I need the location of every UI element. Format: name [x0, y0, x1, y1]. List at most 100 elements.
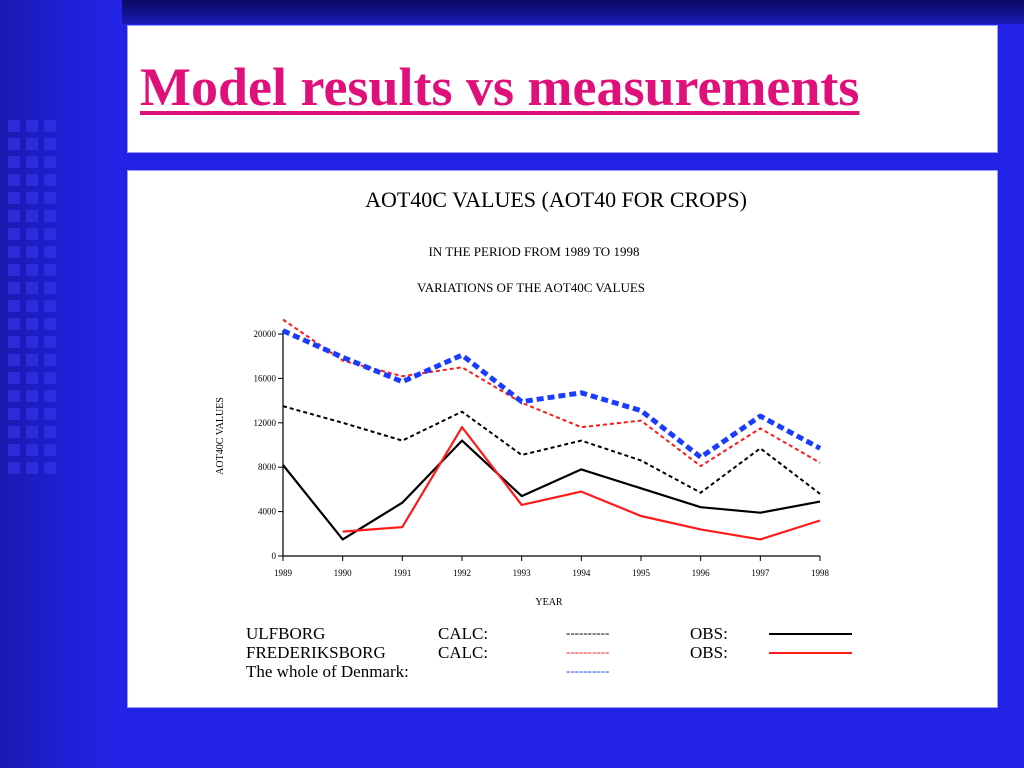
decorative-square	[8, 246, 20, 258]
x-tick-label: 1991	[393, 568, 411, 578]
decorative-square	[26, 408, 38, 420]
decorative-square-row	[8, 138, 68, 150]
decorative-square-row	[8, 120, 68, 132]
decorative-square	[44, 246, 56, 258]
decorative-square	[26, 390, 38, 402]
decorative-square	[8, 372, 20, 384]
legend-frederiksborg-calc-line: ----------	[566, 644, 609, 659]
decorative-square	[8, 120, 20, 132]
decorative-square-row	[8, 426, 68, 438]
decorative-square	[26, 462, 38, 474]
y-tick-label: 12000	[254, 418, 277, 428]
x-tick-label: 1998	[811, 568, 830, 578]
y-tick-label: 16000	[254, 373, 277, 383]
legend-ulfborg-calc-line: ----------	[566, 625, 609, 640]
x-tick-label: 1990	[334, 568, 353, 578]
decorative-square	[44, 210, 56, 222]
decorative-square	[44, 444, 56, 456]
decorative-square-row	[8, 246, 68, 258]
x-tick-label: 1994	[572, 568, 591, 578]
decorative-square	[44, 156, 56, 168]
decorative-square	[8, 264, 20, 276]
decorative-square-row	[8, 156, 68, 168]
decorative-square	[8, 444, 20, 456]
decorative-square	[26, 336, 38, 348]
decorative-square-row	[8, 444, 68, 456]
series-line-ulfborg_obs	[282, 439, 821, 541]
decorative-square	[26, 264, 38, 276]
decorative-square	[44, 300, 56, 312]
legend-frederiksborg-calc-label: CALC:	[438, 643, 488, 662]
decorative-square	[44, 408, 56, 420]
decorative-square	[26, 372, 38, 384]
series-line-frederiksborg_calc	[282, 318, 821, 468]
decorative-square	[8, 228, 20, 240]
decorative-square-row	[8, 372, 68, 384]
decorative-square	[8, 336, 20, 348]
series-line-ulfborg_calc	[282, 405, 821, 495]
decorative-square-row	[8, 192, 68, 204]
decorative-square-row	[8, 354, 68, 366]
decorative-square	[8, 138, 20, 150]
x-axis-label: YEAR	[535, 597, 563, 608]
decorative-square	[8, 390, 20, 402]
decorative-square	[26, 354, 38, 366]
aot40c-line-chart: AOT40C VALUES (AOT40 FOR CROPS) IN THE P…	[215, 187, 852, 681]
y-tick-label: 4000	[258, 507, 277, 517]
decorative-square-row	[8, 408, 68, 420]
decorative-square	[26, 192, 38, 204]
y-axis-label: AOT40C VALUES	[215, 397, 226, 475]
decorative-square	[44, 138, 56, 150]
decorative-square	[8, 174, 20, 186]
decorative-square	[44, 372, 56, 384]
chart-legend: ULFBORG CALC: ---------- OBS: FREDERIKSB…	[246, 624, 852, 681]
decorative-square-row	[8, 210, 68, 222]
decorative-square	[26, 246, 38, 258]
decorative-square	[26, 426, 38, 438]
decorative-square	[8, 156, 20, 168]
chart-panel: AOT40C VALUES (AOT40 FOR CROPS) IN THE P…	[127, 170, 998, 708]
legend-ulfborg-calc-label: CALC:	[438, 624, 488, 643]
decorative-square	[26, 120, 38, 132]
series-line-denmark_calc	[281, 328, 822, 460]
title-panel: Model results vs measurements	[127, 25, 998, 153]
decorative-square	[26, 138, 38, 150]
decorative-square-row	[8, 336, 68, 348]
legend-frederiksborg-obs-label: OBS:	[690, 643, 728, 662]
decorative-square	[26, 318, 38, 330]
decorative-square	[26, 444, 38, 456]
slide-title: Model results vs measurements	[140, 57, 860, 117]
decorative-square	[8, 354, 20, 366]
decorative-square	[8, 282, 20, 294]
decorative-square	[44, 120, 56, 132]
legend-ulfborg-obs-label: OBS:	[690, 624, 728, 643]
decorative-square	[8, 300, 20, 312]
decorative-square-row	[8, 462, 68, 474]
decorative-square-row	[8, 228, 68, 240]
decorative-square-row	[8, 390, 68, 402]
decorative-square-row	[8, 300, 68, 312]
legend-ulfborg-name: ULFBORG	[246, 624, 325, 643]
left-decoration-strip	[0, 0, 122, 768]
decorative-square	[44, 282, 56, 294]
x-tick-label: 1993	[513, 568, 532, 578]
decorative-square	[44, 336, 56, 348]
decorative-square-row	[8, 174, 68, 186]
decorative-squares	[8, 120, 68, 480]
decorative-square	[8, 192, 20, 204]
decorative-square	[26, 210, 38, 222]
decorative-square	[44, 390, 56, 402]
decorative-square	[44, 192, 56, 204]
decorative-square	[26, 282, 38, 294]
chart-subtitle-variations: VARIATIONS OF THE AOT40C VALUES	[417, 280, 645, 295]
decorative-square	[8, 408, 20, 420]
series-line-frederiksborg_obs	[342, 426, 821, 541]
decorative-square	[44, 462, 56, 474]
decorative-square	[44, 426, 56, 438]
x-tick-label: 1995	[632, 568, 651, 578]
legend-denmark-name: The whole of Denmark:	[246, 662, 409, 681]
decorative-square-row	[8, 282, 68, 294]
decorative-square	[26, 156, 38, 168]
x-tick-label: 1989	[274, 568, 293, 578]
decorative-square	[44, 354, 56, 366]
